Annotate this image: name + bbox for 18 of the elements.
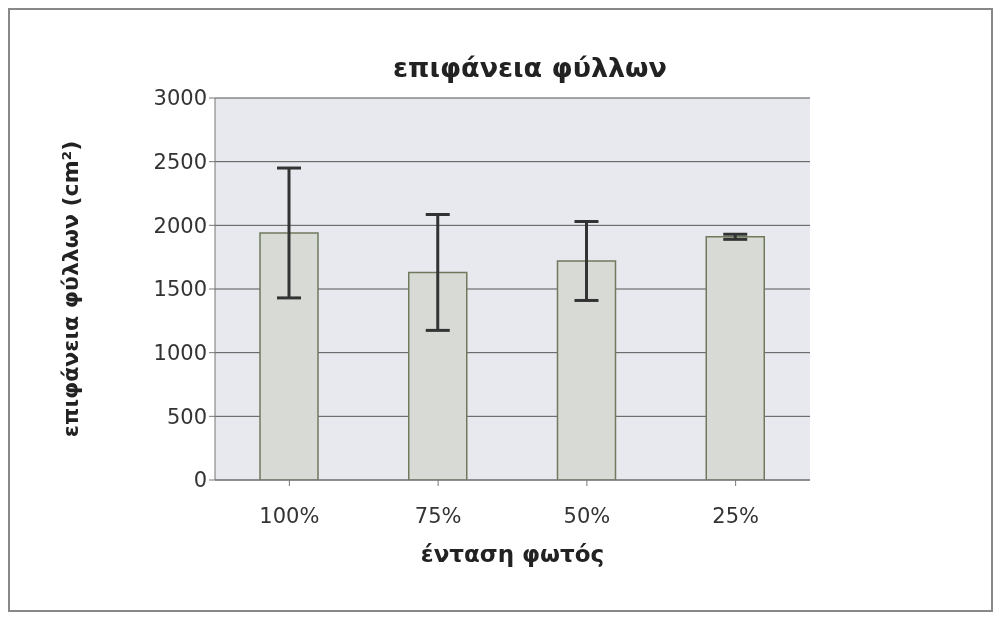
bar xyxy=(259,232,319,480)
x-tick-label: 75% xyxy=(414,503,462,528)
x-tick-label: 25% xyxy=(712,503,759,528)
x-tick-label: 50% xyxy=(563,503,611,528)
y-axis-title: επιφάνεια φύλλων (cm²) xyxy=(57,140,83,438)
y-tick-label: 2500 xyxy=(153,150,207,175)
bar xyxy=(705,236,765,480)
chart-title: επιφάνεια φύλλων xyxy=(392,52,668,83)
x-axis-title: ένταση φωτός xyxy=(420,541,605,567)
bar xyxy=(556,260,617,480)
y-tick-label: 500 xyxy=(166,404,207,429)
y-tick-label: 1000 xyxy=(153,341,207,366)
y-tick-label: 3000 xyxy=(153,86,207,111)
bar xyxy=(408,271,468,480)
y-tick-label: 2000 xyxy=(153,213,207,238)
y-tick-label: 0 xyxy=(193,468,207,493)
x-tick-label: 100% xyxy=(259,503,320,528)
y-tick-label: 1500 xyxy=(153,277,207,302)
